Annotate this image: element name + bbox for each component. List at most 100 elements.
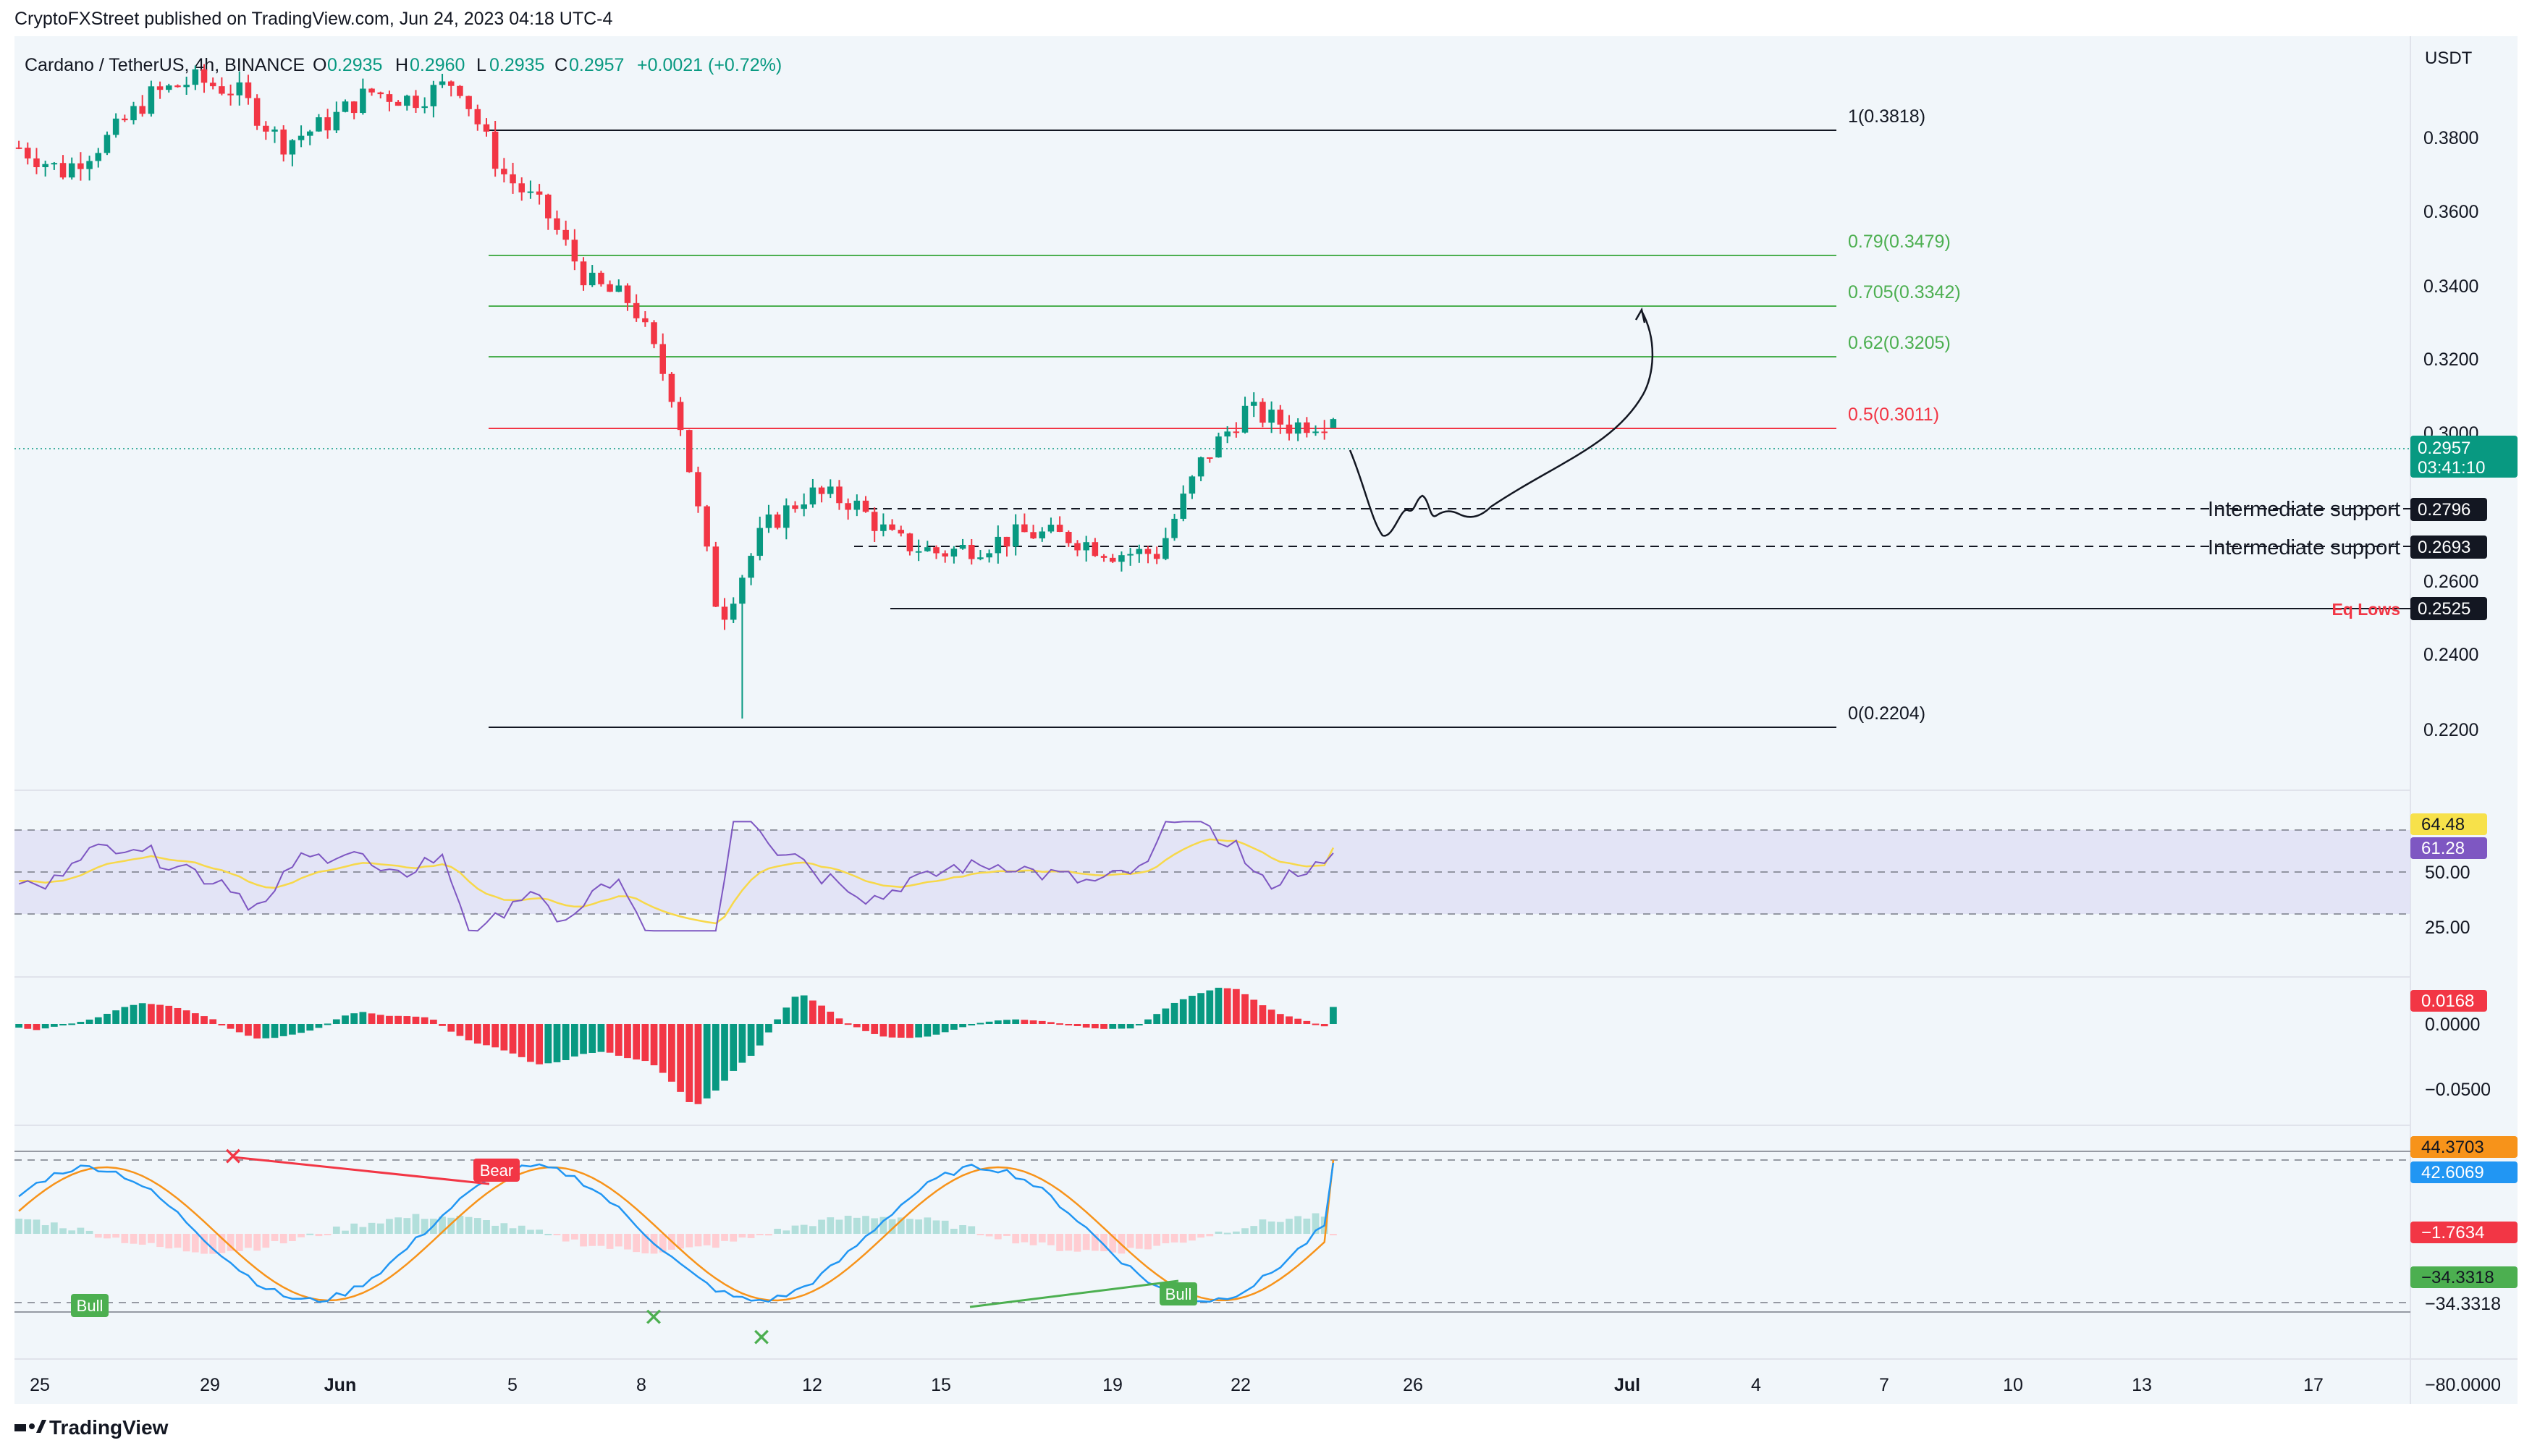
osc-bar — [24, 1219, 32, 1234]
candle-body — [245, 82, 252, 98]
histogram-bar — [553, 1024, 561, 1062]
ohlc-open: 0.2935 — [327, 55, 382, 75]
histogram-bar — [862, 1024, 869, 1031]
histogram-bar — [1021, 1020, 1029, 1024]
osc-bar — [165, 1234, 173, 1249]
histogram-bar — [809, 1000, 816, 1024]
candle-body — [156, 86, 164, 90]
candle-body — [1312, 431, 1319, 433]
candle-body — [950, 549, 958, 557]
osc-bar — [41, 1225, 49, 1234]
osc-bar — [500, 1223, 508, 1234]
fib-retracement[interactable]: 1(0.3818) 0.79(0.3479) 0.705(0.3342) 0.6… — [489, 106, 1961, 728]
osc-bar — [756, 1234, 764, 1235]
osc-bar — [1223, 1232, 1231, 1235]
candle-body — [598, 272, 604, 284]
projection-path[interactable] — [1349, 310, 1654, 537]
histogram-bar — [1330, 1007, 1337, 1024]
histogram-bar — [465, 1024, 473, 1041]
time-tick: 22 — [1231, 1375, 1251, 1395]
support2-value: 0.2693 — [2418, 538, 2470, 557]
candle-body — [192, 69, 199, 85]
candle-body — [377, 92, 384, 95]
osc-bar — [677, 1234, 684, 1249]
osc-bar — [606, 1234, 614, 1249]
candle-body — [263, 125, 269, 132]
rsi-value: 61.28 — [2421, 839, 2465, 858]
histogram-bar — [1223, 988, 1231, 1024]
rsi-pane[interactable]: 50.00 25.00 64.48 61.28 — [14, 813, 2487, 938]
candle-body — [95, 153, 102, 161]
histogram-bar — [747, 1024, 755, 1056]
osc-bar — [235, 1234, 243, 1251]
bull-label-badge — [1160, 1282, 1197, 1305]
osc-bar — [1303, 1218, 1311, 1234]
osc-bar — [800, 1224, 808, 1234]
candle-body — [1153, 554, 1160, 559]
time-tick: 26 — [1403, 1375, 1423, 1395]
histogram-bar — [473, 1024, 481, 1044]
histogram-bar — [756, 1024, 764, 1046]
time-tick: Jul — [1614, 1375, 1640, 1395]
ohlc-high-label: H — [395, 55, 408, 75]
fib-label-079: 0.79(0.3479) — [1848, 232, 1951, 252]
candle-body — [1162, 538, 1169, 559]
histogram-bar — [156, 1004, 164, 1024]
histogram-bar — [394, 1015, 402, 1024]
ohlc-open-label: O — [313, 55, 326, 75]
osc-bar — [315, 1234, 323, 1237]
footer-brand[interactable]: TradingView — [14, 1416, 169, 1439]
rsi-tick-50: 50.00 — [2425, 863, 2470, 883]
candle-body — [906, 533, 913, 551]
osc-bar — [1189, 1234, 1196, 1241]
oscillator-pane[interactable]: ✕ ✕ ✕ Bear Bull Bull −34.3318 −80.0000 4… — [14, 1136, 2518, 1395]
rsi-line — [18, 821, 1334, 932]
osc-bar — [818, 1219, 825, 1234]
candle-body — [394, 101, 402, 106]
osc-bar — [950, 1228, 958, 1234]
time-tick: 13 — [2132, 1375, 2152, 1395]
candle-body — [827, 486, 834, 494]
histogram-bar — [950, 1024, 958, 1030]
scale-currency: USDT — [2425, 48, 2473, 68]
histogram-pane[interactable]: 0.0000 −0.0500 0.0168 — [15, 987, 2491, 1104]
histogram-bar — [677, 1024, 684, 1092]
candle-body — [253, 98, 261, 126]
candlestick-series[interactable] — [15, 64, 1337, 719]
osc-bar — [121, 1234, 129, 1243]
histogram-bar — [218, 1024, 226, 1025]
histogram-bar — [1100, 1024, 1107, 1029]
candle-body — [915, 551, 922, 553]
time-axis[interactable]: 25 29 Jun 5 8 12 15 19 22 26 Jul 4 7 10 … — [30, 1375, 2324, 1395]
candle-body — [122, 118, 128, 121]
histogram-bar — [597, 1024, 605, 1052]
candle-body — [651, 322, 657, 344]
candle-body — [809, 487, 816, 505]
osc-bar — [218, 1234, 226, 1253]
candle-body — [42, 164, 48, 168]
osc-bar — [473, 1218, 481, 1234]
osc-bar — [1135, 1234, 1143, 1249]
osc-bar — [509, 1228, 517, 1234]
histogram-bar — [782, 1007, 790, 1024]
candle-body — [1321, 431, 1328, 433]
candle-body — [1136, 549, 1143, 554]
histogram-bar — [827, 1012, 835, 1024]
histogram-bar — [85, 1019, 93, 1024]
osc-bar — [394, 1217, 402, 1234]
last-price-badge — [2410, 436, 2518, 478]
osc-bar — [15, 1218, 22, 1234]
candle-body — [1233, 431, 1240, 433]
osc-bar — [342, 1230, 349, 1234]
histogram-bar — [165, 1005, 173, 1024]
histogram-bar — [871, 1024, 879, 1034]
candle-body — [695, 472, 701, 507]
candle-body — [1259, 402, 1266, 423]
tradingview-brand: TradingView — [49, 1416, 169, 1439]
osc-value-4: −34.3318 — [2421, 1268, 2494, 1287]
candle-body — [712, 546, 719, 607]
histogram-bar — [332, 1019, 340, 1024]
osc-bar — [148, 1234, 155, 1243]
osc-bar — [1082, 1234, 1090, 1250]
